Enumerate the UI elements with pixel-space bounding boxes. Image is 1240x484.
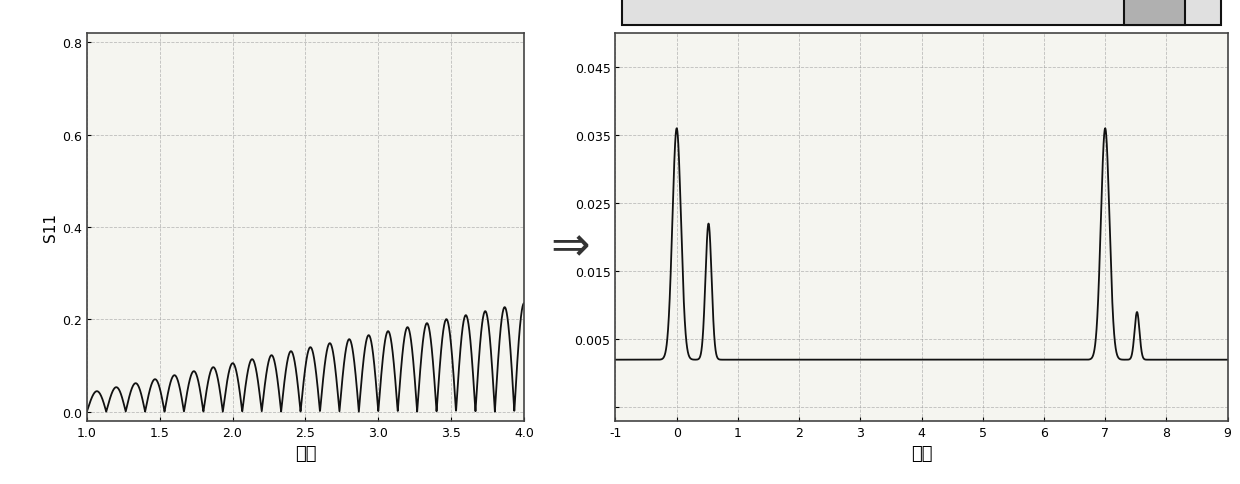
Bar xyxy=(621,0,1221,26)
X-axis label: 时间: 时间 xyxy=(911,444,932,462)
Bar xyxy=(1123,0,1184,26)
Text: ⇒: ⇒ xyxy=(551,225,589,269)
Y-axis label: S11: S11 xyxy=(42,213,58,242)
X-axis label: 频率: 频率 xyxy=(295,444,316,462)
